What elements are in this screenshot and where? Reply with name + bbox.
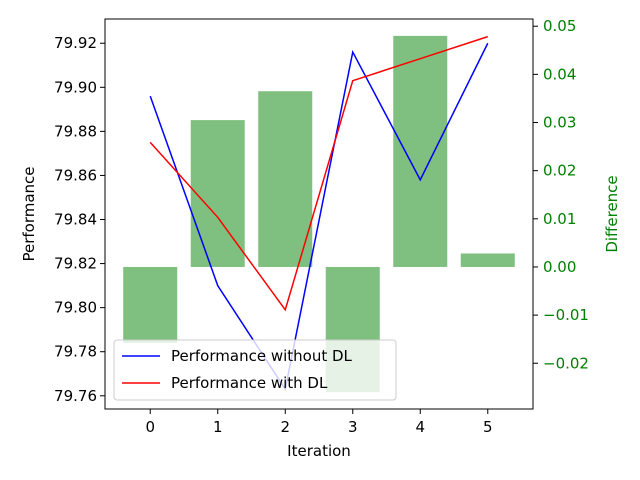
legend-box bbox=[113, 339, 397, 401]
difference-bar bbox=[258, 91, 313, 267]
y2-tick-label: 0.01 bbox=[543, 210, 576, 228]
bars-group bbox=[123, 35, 515, 393]
plot-frame bbox=[104, 18, 534, 410]
lines-group bbox=[149, 35, 489, 392]
legend-label: Performance with DL bbox=[171, 374, 328, 392]
x-tick-label: 1 bbox=[213, 418, 223, 436]
x-tick-label: 4 bbox=[415, 418, 425, 436]
y-tick-label: 79.84 bbox=[54, 211, 97, 229]
y-tick-label: 79.86 bbox=[54, 166, 97, 184]
difference-bar bbox=[190, 120, 245, 267]
y-tick-label: 79.88 bbox=[54, 122, 97, 140]
difference-bar bbox=[123, 266, 178, 344]
x-axis-label: Iteration bbox=[287, 442, 351, 460]
y-tick-label: 79.90 bbox=[54, 78, 97, 96]
x-tick-label: 3 bbox=[348, 418, 358, 436]
y-axis-label: Performance bbox=[20, 166, 38, 261]
y2-axis-label: Difference bbox=[603, 175, 621, 252]
x-tick-label: 0 bbox=[145, 418, 155, 436]
series-line bbox=[149, 35, 489, 312]
y2-tick-label: 0.02 bbox=[543, 162, 576, 180]
difference-bar bbox=[460, 253, 515, 267]
y-tick-label: 79.80 bbox=[54, 299, 97, 317]
y2-tick-label: −0.02 bbox=[543, 354, 589, 372]
x-tick-label: 5 bbox=[483, 418, 493, 436]
x-tick-label: 2 bbox=[280, 418, 290, 436]
y-ticks: 79.76 79.78 79.80 79.82 79.84 79.86 79.88 79.90… bbox=[54, 34, 105, 405]
y2-tick-label: 0.00 bbox=[543, 258, 576, 276]
y-tick-label: 79.82 bbox=[54, 255, 97, 273]
y2-tick-label: 0.04 bbox=[543, 65, 576, 83]
legend-label: Performance without DL bbox=[171, 347, 353, 365]
x-ticks: 0 1 2 3 4 5 bbox=[145, 409, 493, 436]
y-tick-label: 79.76 bbox=[54, 387, 97, 405]
series-line bbox=[149, 42, 489, 392]
y-tick-label: 79.78 bbox=[54, 343, 97, 361]
difference-bar bbox=[393, 35, 448, 267]
y2-tick-label: 0.05 bbox=[543, 17, 576, 35]
y-tick-label: 79.92 bbox=[54, 34, 97, 52]
legend: Performance without DL Performance with D… bbox=[113, 339, 397, 401]
y2-tick-label: −0.01 bbox=[543, 306, 589, 324]
y2-ticks: −0.02 −0.01 0.00 0.01 0.02 0.03 0.04 0.05 bbox=[533, 17, 589, 372]
y2-tick-label: 0.03 bbox=[543, 114, 576, 132]
